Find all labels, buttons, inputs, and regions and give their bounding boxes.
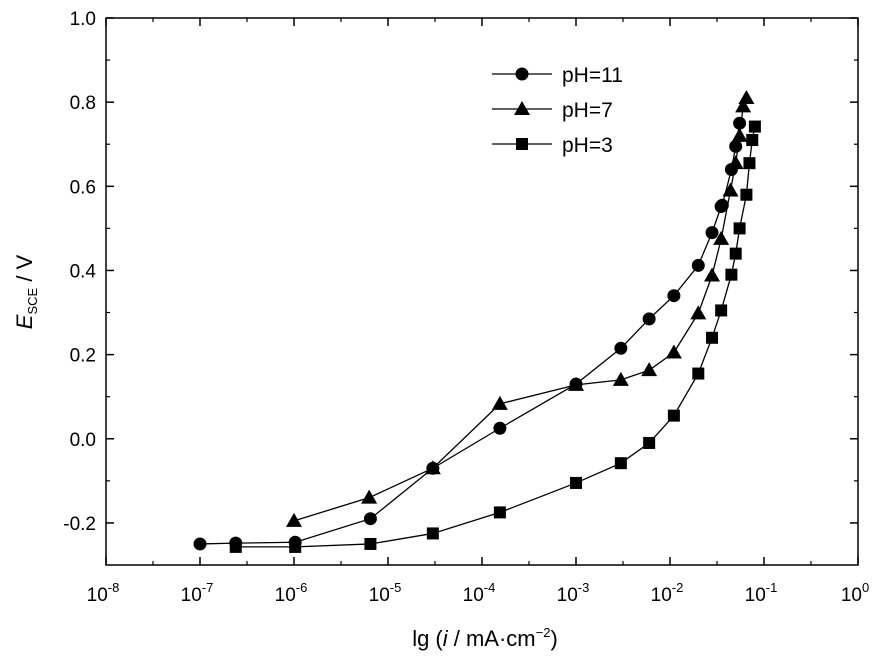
data-point <box>361 489 378 504</box>
data-point <box>690 305 707 320</box>
data-point <box>570 476 582 489</box>
data-point <box>612 371 629 386</box>
data-point <box>746 134 759 147</box>
data-point <box>363 512 377 526</box>
data-point <box>667 409 680 422</box>
x-tick-label: 10-3 <box>557 580 590 606</box>
series-triangle <box>286 89 755 527</box>
series-line <box>293 97 748 522</box>
data-point <box>738 89 755 104</box>
data-point <box>424 460 441 475</box>
x-tick-label: 10-2 <box>651 580 684 606</box>
data-point <box>731 127 748 142</box>
legend-label: pH=3 <box>562 134 613 157</box>
x-tick-label: 10-5 <box>369 580 402 606</box>
y-axis-ticks: -0.2 0.0 0.2 0.4 0.6 0.8 1.0 <box>63 9 858 535</box>
legend-marker <box>515 67 529 81</box>
x-tick-label: 10-6 <box>275 580 308 606</box>
data-point <box>641 362 658 377</box>
data-point <box>713 230 730 245</box>
data-point <box>364 537 377 550</box>
data-point <box>729 247 742 260</box>
y-axis-title: ESCE / V <box>12 254 40 329</box>
y-tick-label: 0.0 <box>70 430 96 451</box>
y-tick-label: 0.6 <box>70 177 96 198</box>
y-tick-label: 0.4 <box>70 261 97 282</box>
data-point <box>715 304 728 317</box>
legend-label: pH=7 <box>562 99 613 122</box>
data-point <box>493 421 507 435</box>
x-tick-label: 10-8 <box>87 580 120 606</box>
data-point <box>193 537 207 551</box>
data-point <box>733 222 746 235</box>
legend: pH=11 pH=7 pH=3 <box>492 64 623 157</box>
series-layer <box>193 89 761 553</box>
data-point <box>665 344 682 359</box>
y-tick-label: -0.2 <box>63 514 96 535</box>
data-point <box>743 157 756 170</box>
data-point <box>493 506 506 519</box>
data-point <box>705 226 719 240</box>
legend-label: pH=11 <box>562 64 623 87</box>
y-tick-label: 0.2 <box>70 346 96 367</box>
x-axis-ticks: 10-8 10-7 10-6 10-5 10-4 10-3 10-2 10-1 100 <box>87 18 869 606</box>
data-point <box>722 182 739 197</box>
data-point <box>643 436 656 449</box>
x-tick-label: 10-7 <box>181 580 214 606</box>
data-point <box>704 267 721 282</box>
data-point <box>289 540 302 553</box>
data-point <box>491 395 508 410</box>
data-point <box>642 312 656 326</box>
x-axis-title: lg (i / mA·cm−2) <box>412 625 558 651</box>
data-point <box>691 258 705 272</box>
y-tick-label: 1.0 <box>70 9 96 30</box>
x-tick-label: 100 <box>841 580 869 606</box>
legend-marker <box>516 138 528 150</box>
y-tick-label: 0.8 <box>70 93 96 114</box>
data-point <box>667 289 681 303</box>
series-square <box>229 120 761 553</box>
data-point <box>740 188 753 201</box>
data-point <box>426 527 439 540</box>
legend-marker <box>514 101 530 115</box>
data-point <box>286 512 302 527</box>
data-point <box>229 540 242 553</box>
x-tick-label: 10-4 <box>463 580 496 606</box>
data-point <box>735 98 752 113</box>
x-tick-label: 10-1 <box>745 580 778 606</box>
data-point <box>706 331 719 344</box>
data-point <box>614 341 628 355</box>
data-point <box>733 116 747 130</box>
data-point <box>692 367 705 380</box>
data-point <box>568 376 584 391</box>
data-point <box>748 120 761 133</box>
data-point <box>725 268 738 281</box>
data-point <box>614 457 627 470</box>
data-point <box>715 198 729 212</box>
data-point <box>727 155 744 170</box>
